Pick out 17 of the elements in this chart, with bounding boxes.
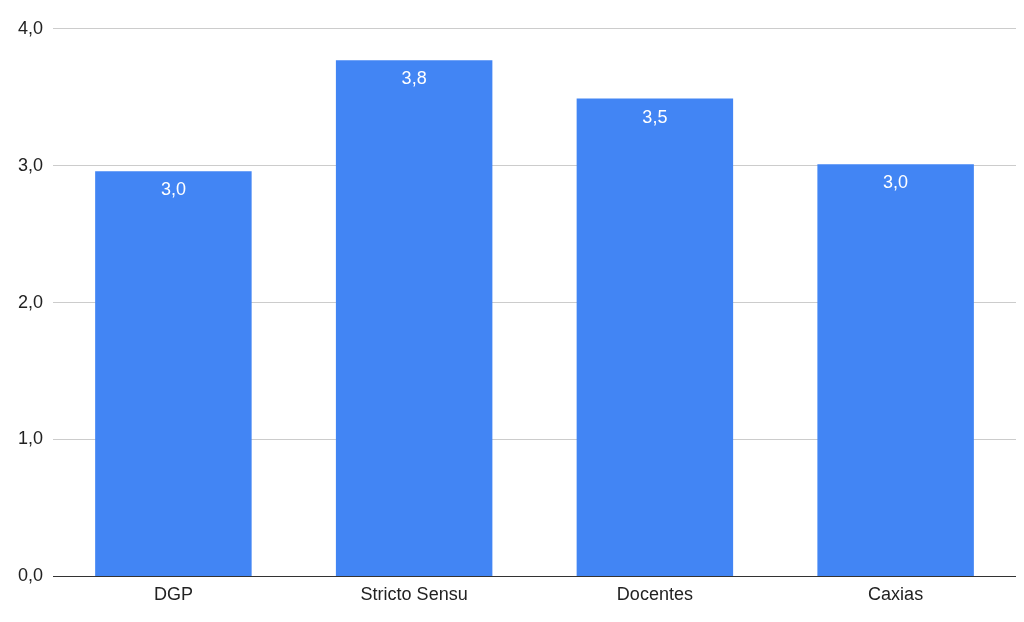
bar <box>95 171 252 576</box>
y-tick-label: 0,0 <box>17 565 44 586</box>
x-tick-label: Docentes <box>616 584 693 605</box>
bar <box>576 98 734 576</box>
y-tick-label: 1,0 <box>17 428 44 449</box>
bar <box>817 164 974 576</box>
x-tick-label: Stricto Sensu <box>360 584 468 605</box>
y-tick-label: 4,0 <box>17 17 44 38</box>
bar <box>335 60 493 576</box>
y-tick-label: 2,0 <box>17 291 44 312</box>
x-tick-label: DGP <box>153 584 193 605</box>
data-label: 3,8 <box>401 68 427 89</box>
y-tick-label: 3,0 <box>17 154 44 175</box>
data-label: 3,0 <box>160 179 186 200</box>
data-label: 3,5 <box>642 106 668 127</box>
data-label: 3,0 <box>883 172 909 193</box>
x-tick-label: Caxias <box>868 584 924 605</box>
